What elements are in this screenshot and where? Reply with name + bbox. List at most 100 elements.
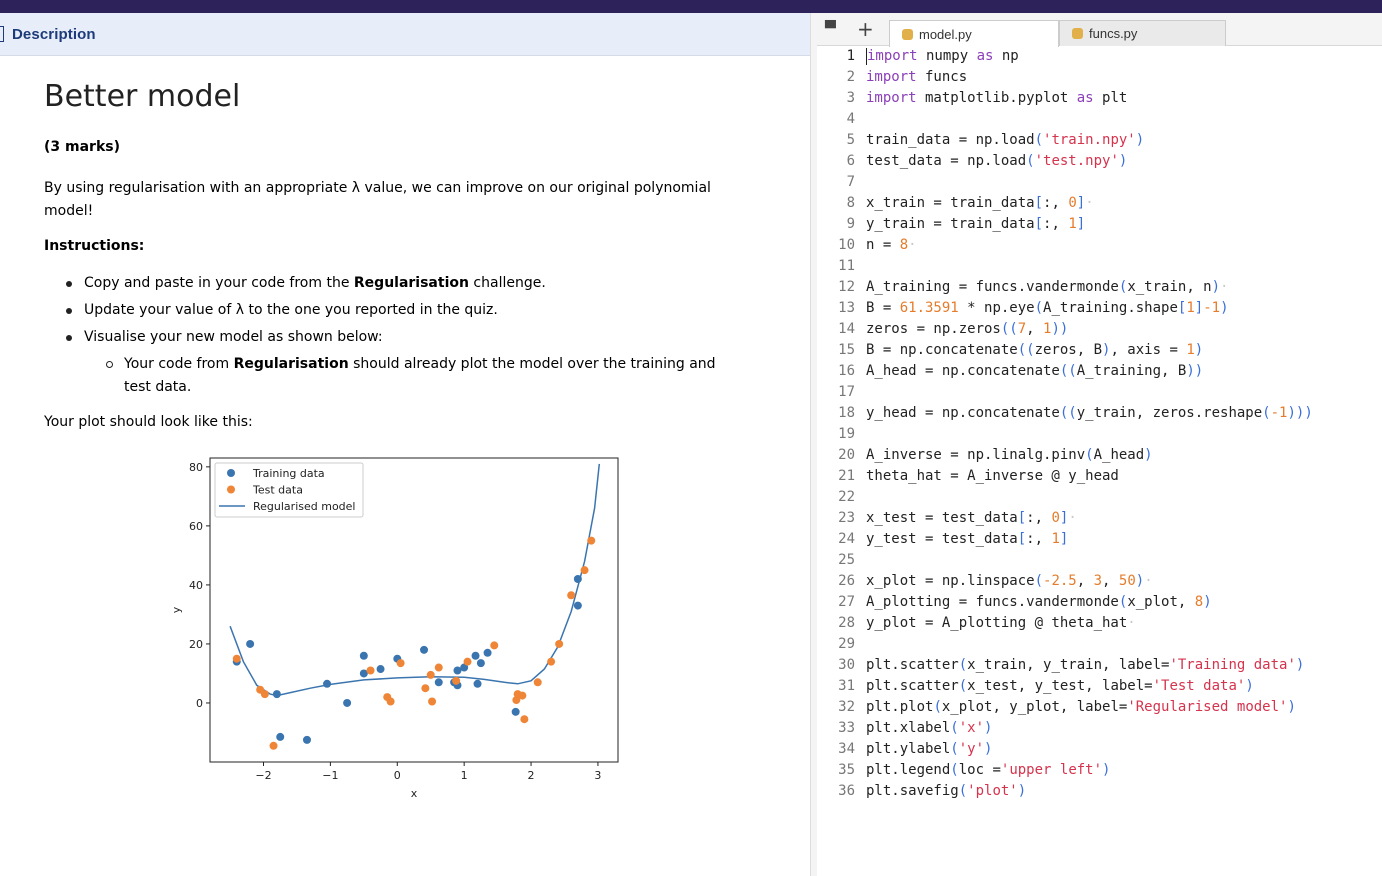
code-token: , axis = [1110, 342, 1187, 358]
code-token: 'y' [958, 741, 985, 757]
code-line[interactable]: 1 import numpy as np [817, 46, 1382, 67]
code-line[interactable]: 6 test_data = np.load('test.npy') [817, 151, 1382, 172]
code-line[interactable]: 15 B = np.concatenate((zeros, B), axis = … [817, 340, 1382, 361]
code-text: plt.plot(x_plot, y_plot, label='Regulari… [866, 697, 1296, 718]
code-token: test_data = np.load [866, 153, 1027, 169]
sub-instruction-item: Your code from Regularisation should alr… [102, 353, 742, 399]
code-text: x_test = test_data[:, 0]· [866, 508, 1077, 529]
panel-toggle-icon[interactable] [0, 26, 4, 42]
code-token: plt.plot [866, 699, 934, 715]
code-line[interactable]: 33 plt.xlabel('x') [817, 718, 1382, 739]
code-token: · [908, 237, 917, 253]
code-line[interactable]: 29 [817, 634, 1382, 655]
code-line[interactable]: 14 zeros = np.zeros((7, 1)) [817, 319, 1382, 340]
y-tick-label: 0 [196, 697, 203, 710]
code-token: -1 [1270, 405, 1288, 421]
code-token: ) [1287, 699, 1296, 715]
code-line[interactable]: 18 y_head = np.concatenate((y_train, zero… [817, 403, 1382, 424]
code-line[interactable]: 25 [817, 550, 1382, 571]
legend-label: Test data [252, 484, 303, 497]
legend-label: Training data [252, 467, 325, 480]
code-text: plt.xlabel('x') [866, 718, 992, 739]
code-token: ) [984, 720, 993, 736]
code-line[interactable]: 2 import funcs [817, 67, 1382, 88]
code-line[interactable]: 26 x_plot = np.linspace(-2.5, 3, 50)· [817, 571, 1382, 592]
training-point [453, 666, 462, 675]
training-point [460, 663, 469, 672]
code-token: funcs [916, 69, 968, 85]
test-point [421, 684, 430, 693]
code-text: A_plotting = funcs.vandermonde(x_plot, 8… [866, 592, 1212, 613]
code-token: train_data = np.load [866, 132, 1035, 148]
plot-caption: Your plot should look like this: [44, 414, 253, 430]
code-token: y_train = train_data [866, 216, 1035, 232]
test-point [518, 691, 527, 700]
code-token: ) [1102, 762, 1111, 778]
code-line[interactable]: 17 [817, 382, 1382, 403]
code-token: :, [1043, 195, 1069, 211]
code-token: 'train.npy' [1043, 132, 1136, 148]
test-point [547, 657, 556, 666]
code-line[interactable]: 31 plt.scatter(x_test, y_test, label='Tes… [817, 676, 1382, 697]
code-token: ( [958, 657, 968, 673]
code-line[interactable]: 11 [817, 256, 1382, 277]
code-line[interactable]: 24 y_test = test_data[:, 1] [817, 529, 1382, 550]
legend-marker [227, 469, 235, 477]
example-plot: −2 −1 0 1 2 3 0 20 40 60 80 x y Training data Test dat… [168, 450, 628, 800]
description-header[interactable]: Description [0, 13, 810, 56]
line-number: 19 [838, 426, 855, 442]
code-token: n = [866, 237, 900, 253]
code-token: A_plotting = funcs.vandermonde [866, 594, 1119, 610]
code-token: numpy [917, 48, 977, 64]
code-line[interactable]: 35 plt.legend(loc ='upper left') [817, 760, 1382, 781]
code-token: 3 [1093, 573, 1103, 589]
code-token: B = [866, 300, 900, 316]
code-token: ))) [1287, 405, 1313, 421]
training-point [376, 665, 385, 674]
code-token: plt.legend [866, 762, 951, 778]
code-line[interactable]: 21 theta_hat = A_inverse @ y_head [817, 466, 1382, 487]
code-line[interactable]: 30 plt.scatter(x_train, y_train, label='T… [817, 655, 1382, 676]
code-token: plt [1093, 90, 1128, 106]
code-line[interactable]: 9 y_train = train_data[:, 1] [817, 214, 1382, 235]
test-point [463, 657, 472, 666]
code-token: ( [1262, 405, 1271, 421]
code-line[interactable]: 10 n = 8· [817, 235, 1382, 256]
code-line[interactable]: 12 A_training = funcs.vandermonde(x_train… [817, 277, 1382, 298]
code-token: y_plot = A_plotting @ theta_hat [866, 615, 1128, 631]
code-token: [ [1034, 195, 1044, 211]
code-line[interactable]: 32 plt.plot(x_plot, y_plot, label='Regula… [817, 697, 1382, 718]
code-line[interactable]: 7 [817, 172, 1382, 193]
code-token: 50 [1118, 573, 1136, 589]
terminal-icon[interactable]: ▀ [825, 21, 836, 37]
code-line[interactable]: 22 [817, 487, 1382, 508]
code-line[interactable]: 34 plt.ylabel('y') [817, 739, 1382, 760]
line-number: 9 [846, 216, 855, 232]
code-line[interactable]: 20 A_inverse = np.linalg.pinv(A_head) [817, 445, 1382, 466]
y-tick-label: 80 [189, 461, 203, 474]
tab-model-py[interactable]: model.py [889, 20, 1059, 47]
code-line[interactable]: 16 A_head = np.concatenate((A_training, B… [817, 361, 1382, 382]
code-line[interactable]: 13 B = 61.3591 * np.eye(A_training.shape[… [817, 298, 1382, 319]
code-line[interactable]: 5 train_data = np.load('train.npy') [817, 130, 1382, 151]
line-number: 14 [838, 321, 855, 337]
code-line[interactable]: 28 y_plot = A_plotting @ theta_hat· [817, 613, 1382, 634]
code-line[interactable]: 36 plt.savefig('plot') [817, 781, 1382, 802]
add-tab-icon[interactable]: + [857, 17, 874, 41]
code-editor[interactable]: 1 import numpy as np 2 import funcs 3 import … [817, 46, 1382, 802]
code-token: :, [1026, 510, 1052, 526]
code-line[interactable]: 27 A_plotting = funcs.vandermonde(x_plot,… [817, 592, 1382, 613]
code-line[interactable]: 8 x_train = train_data[:, 0]· [817, 193, 1382, 214]
code-token: [ [1017, 531, 1027, 547]
code-token: ) [1194, 342, 1204, 358]
code-line[interactable]: 3 import matplotlib.pyplot as plt [817, 88, 1382, 109]
training-point [359, 651, 368, 660]
code-line[interactable]: 23 x_test = test_data[:, 0]· [817, 508, 1382, 529]
tab-funcs-py[interactable]: funcs.py [1059, 20, 1226, 46]
code-token: ) [984, 741, 993, 757]
code-token: ) [1135, 573, 1145, 589]
code-line[interactable]: 4 [817, 109, 1382, 130]
test-point [555, 639, 564, 648]
line-number: 30 [838, 657, 855, 673]
code-line[interactable]: 19 [817, 424, 1382, 445]
